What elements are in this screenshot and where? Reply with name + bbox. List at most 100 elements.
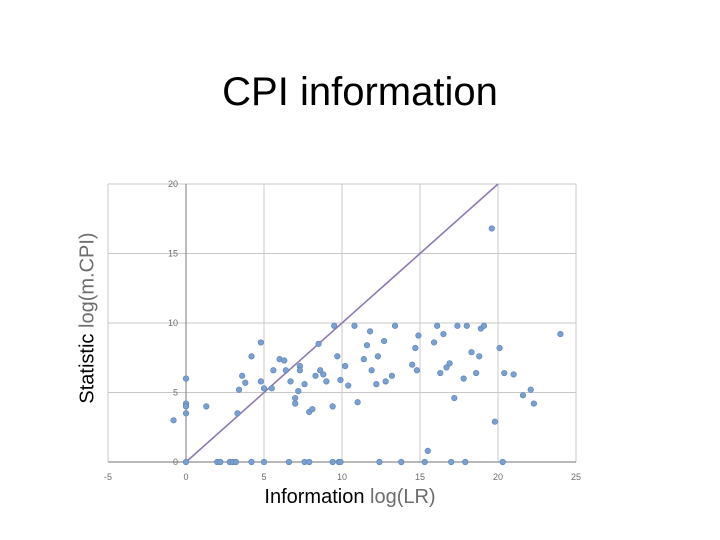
data-point-21 xyxy=(260,458,268,466)
data-point-79 xyxy=(448,458,455,466)
data-point-68 xyxy=(412,344,419,352)
y-axis-label-sub: log(m.CPI) xyxy=(76,232,99,328)
data-point-12 xyxy=(234,410,241,417)
data-point-39 xyxy=(312,372,319,379)
data-point-66 xyxy=(398,458,405,466)
data-point-74 xyxy=(434,322,441,329)
data-point-38 xyxy=(309,406,316,413)
data-point-26 xyxy=(282,367,289,374)
y-tick-label-4: 20 xyxy=(168,179,178,189)
data-point-28 xyxy=(287,378,294,385)
data-point-17 xyxy=(248,458,255,466)
data-point-56 xyxy=(363,342,371,349)
data-point-1 xyxy=(182,375,190,382)
data-point-65 xyxy=(391,322,399,329)
x-tick-label-6: 25 xyxy=(571,472,581,482)
data-point-83 xyxy=(462,458,469,466)
data-point-69 xyxy=(413,367,420,374)
data-point-57 xyxy=(366,328,374,335)
points-layer xyxy=(170,225,564,466)
data-point-70 xyxy=(415,332,422,339)
data-point-90 xyxy=(488,225,495,232)
slide-title: CPI information xyxy=(222,70,498,114)
data-point-11 xyxy=(232,458,240,466)
data-point-18 xyxy=(257,339,264,346)
x-tick-label-5: 20 xyxy=(493,472,503,482)
data-point-76 xyxy=(440,331,447,338)
data-point-59 xyxy=(373,381,380,388)
data-point-3 xyxy=(182,403,190,410)
data-point-73 xyxy=(430,339,438,346)
x-tick-label-2: 5 xyxy=(261,472,266,482)
data-point-99 xyxy=(557,331,564,338)
data-point-50 xyxy=(337,376,344,384)
y-tick-label-0: 0 xyxy=(173,457,178,467)
data-point-81 xyxy=(454,322,461,329)
data-point-8 xyxy=(217,458,224,466)
data-point-25 xyxy=(281,357,288,364)
x-axis-label-sub: log(LR) xyxy=(370,486,436,508)
data-point-55 xyxy=(360,356,367,363)
data-point-20 xyxy=(260,385,268,392)
data-point-6 xyxy=(203,403,210,410)
y-tick-label-1: 5 xyxy=(173,388,178,398)
data-point-23 xyxy=(270,367,277,374)
data-point-15 xyxy=(242,379,249,386)
y-tick-label-2: 10 xyxy=(168,318,178,328)
data-point-58 xyxy=(368,367,375,374)
data-point-42 xyxy=(320,371,327,378)
data-point-85 xyxy=(468,349,475,356)
data-point-78 xyxy=(446,360,453,367)
x-axis-label-main: Information xyxy=(264,486,365,508)
data-point-95 xyxy=(510,371,517,378)
data-point-41 xyxy=(317,367,324,374)
data-point-54 xyxy=(354,399,361,406)
tick-labels: -5 0 5 10 15 20 25 0 5 10 15 20 xyxy=(104,179,581,482)
data-point-80 xyxy=(451,394,458,402)
data-point-4 xyxy=(182,410,190,417)
data-point-64 xyxy=(388,372,396,379)
data-point-86 xyxy=(473,369,480,377)
data-point-0 xyxy=(170,417,177,424)
data-point-29 xyxy=(292,394,299,402)
data-point-19 xyxy=(257,378,264,385)
data-point-61 xyxy=(376,458,383,466)
x-axis-label: Information log(LR) xyxy=(0,486,700,509)
data-point-63 xyxy=(382,378,389,385)
data-point-52 xyxy=(345,382,352,389)
data-point-67 xyxy=(409,361,416,368)
data-point-98 xyxy=(530,400,537,407)
data-point-51 xyxy=(342,362,349,370)
data-point-92 xyxy=(496,344,503,352)
data-point-93 xyxy=(499,458,506,466)
data-point-89 xyxy=(480,322,488,329)
data-point-46 xyxy=(331,322,338,329)
y-tick-label-3: 15 xyxy=(168,249,178,259)
data-point-96 xyxy=(519,392,527,399)
data-point-30 xyxy=(292,400,299,407)
data-point-36 xyxy=(306,458,313,466)
data-point-62 xyxy=(381,337,388,345)
x-tick-label-3: 10 xyxy=(337,472,347,482)
data-point-40 xyxy=(315,340,322,347)
y-axis-label: Statistic log(m.CPI) xyxy=(77,168,100,468)
data-point-71 xyxy=(421,458,428,466)
data-point-33 xyxy=(296,367,303,374)
data-point-34 xyxy=(301,381,308,388)
x-tick-label-1: 0 xyxy=(183,472,188,482)
data-point-87 xyxy=(476,353,483,360)
data-point-22 xyxy=(268,385,275,392)
data-point-84 xyxy=(463,322,470,329)
data-point-49 xyxy=(337,458,344,466)
data-point-13 xyxy=(235,386,243,393)
data-point-53 xyxy=(351,322,358,329)
data-point-5 xyxy=(182,458,190,466)
x-tick-label-0: -5 xyxy=(104,472,112,482)
x-tick-label-4: 15 xyxy=(415,472,425,482)
data-point-16 xyxy=(248,353,255,360)
data-point-45 xyxy=(329,458,336,466)
data-point-27 xyxy=(285,458,293,466)
data-point-47 xyxy=(334,353,341,360)
data-point-44 xyxy=(329,403,336,410)
data-point-82 xyxy=(460,375,467,382)
